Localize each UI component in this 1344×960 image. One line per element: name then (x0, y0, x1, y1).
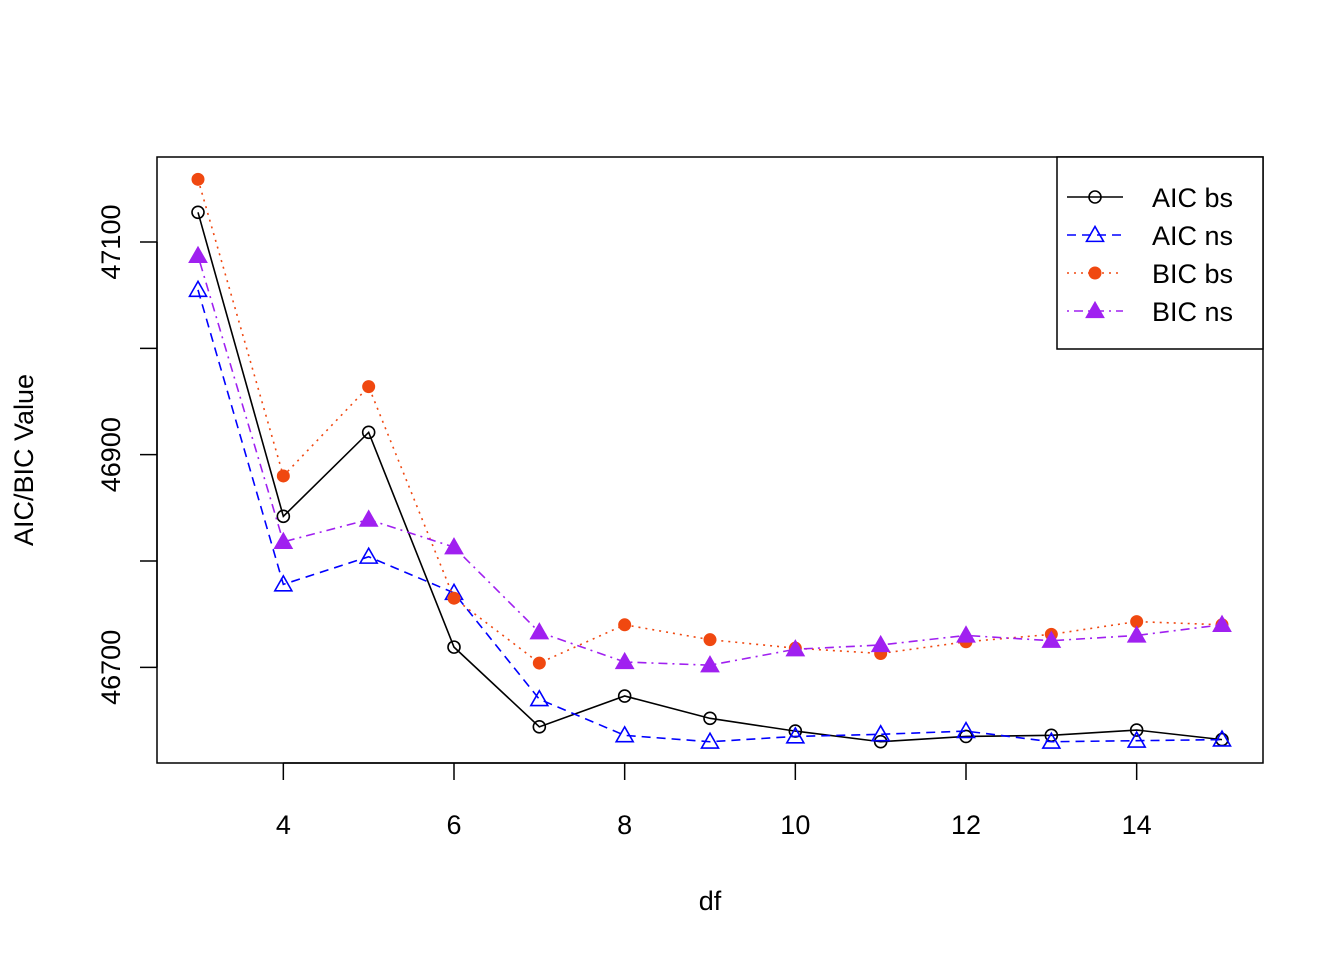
data-point (1088, 266, 1102, 280)
series-line (197, 289, 1223, 743)
series-line (197, 212, 1223, 743)
data-point (362, 380, 376, 394)
x-tick-label: 4 (276, 810, 291, 840)
legend-entry: BIC bs (1067, 259, 1233, 289)
series-layer (188, 172, 1232, 749)
legend-entry: BIC ns (1067, 297, 1233, 327)
data-point (700, 655, 720, 673)
legend-label: AIC bs (1152, 183, 1233, 213)
series-aic-bs (191, 205, 1229, 749)
legend-label: BIC ns (1152, 297, 1233, 327)
data-point (529, 622, 550, 640)
data-point (1085, 300, 1105, 319)
y-axis: 46700 46900 47100 (96, 205, 158, 705)
data-point (273, 574, 294, 592)
x-tick-label: 14 (1122, 810, 1152, 840)
x-tick-label: 10 (780, 810, 810, 840)
data-point (1212, 614, 1232, 632)
data-point (1041, 731, 1062, 749)
data-point (276, 469, 290, 483)
data-point (873, 734, 888, 749)
data-point (618, 618, 632, 632)
x-tick-label: 8 (617, 810, 632, 840)
data-point (785, 726, 806, 744)
data-point (703, 711, 717, 726)
legend-label: BIC bs (1152, 259, 1233, 289)
data-point (617, 689, 632, 703)
data-point (703, 633, 717, 647)
data-point (1126, 625, 1147, 643)
data-point (273, 531, 294, 550)
series-aic-ns (188, 279, 1232, 749)
data-point (614, 725, 635, 743)
data-point (191, 205, 205, 220)
data-point (959, 729, 973, 744)
data-point (276, 509, 291, 524)
y-axis-title: AIC/BIC Value (9, 374, 39, 546)
data-point (191, 172, 205, 186)
series-bic-ns (188, 245, 1232, 673)
data-point (614, 651, 635, 670)
x-tick-label: 6 (446, 810, 461, 840)
y-tick-label: 46900 (96, 417, 126, 492)
data-point (188, 245, 208, 264)
data-point (529, 689, 550, 707)
legend-entry: AIC bs (1067, 183, 1233, 213)
x-axis: 4 6 8 10 12 14 (276, 762, 1152, 840)
data-point (1041, 630, 1062, 648)
legend-entry: AIC ns (1067, 221, 1233, 251)
data-point (447, 591, 461, 605)
data-point (447, 640, 461, 654)
data-point (358, 546, 379, 564)
data-point (532, 720, 547, 734)
data-point (1126, 730, 1147, 748)
data-point (1129, 723, 1144, 737)
data-point (188, 279, 208, 298)
data-point (870, 634, 891, 653)
data-point (444, 537, 464, 555)
data-point (1212, 729, 1232, 747)
legend: AIC bs AIC ns BIC bs BIC ns (1056, 156, 1264, 350)
data-point (1085, 224, 1105, 243)
x-tick-label: 12 (951, 810, 981, 840)
data-point (361, 425, 376, 440)
data-point (358, 509, 379, 527)
data-point (956, 720, 976, 739)
data-point (700, 731, 720, 749)
legend-label: AIC ns (1152, 221, 1233, 251)
data-point (532, 656, 546, 670)
x-axis-title: df (699, 886, 722, 916)
data-point (870, 724, 891, 742)
y-tick-label: 47100 (96, 205, 126, 280)
data-point (1088, 190, 1102, 204)
data-point (785, 639, 806, 657)
y-tick-label: 46700 (96, 630, 126, 705)
data-point (956, 625, 976, 643)
